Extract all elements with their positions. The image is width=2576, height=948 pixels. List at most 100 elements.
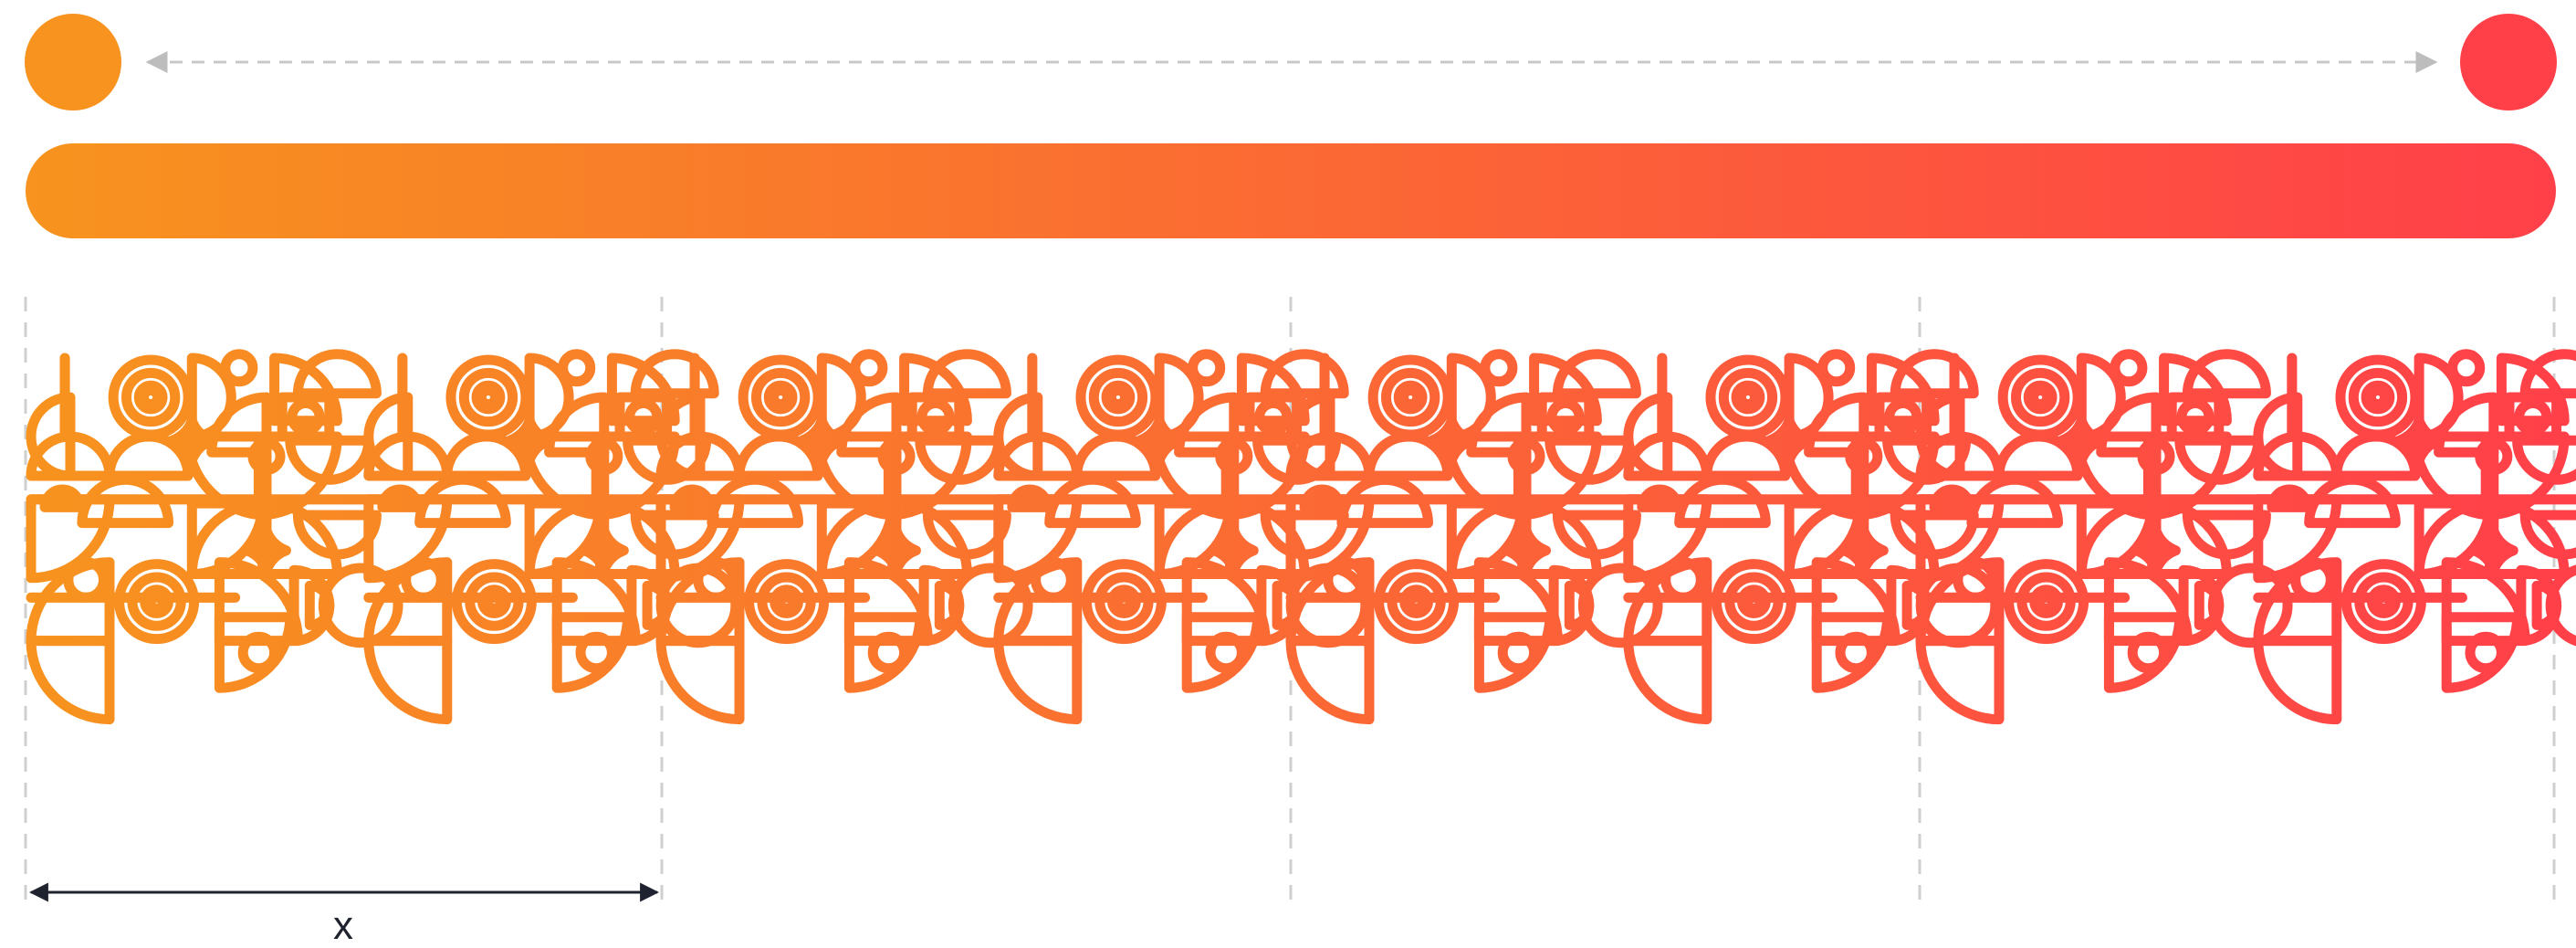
pattern-target-inner bbox=[2361, 380, 2395, 415]
pattern-small-circle bbox=[2465, 631, 2507, 674]
start-color-swatch bbox=[25, 14, 121, 111]
pattern-circle bbox=[2545, 564, 2576, 647]
pattern-small-circle bbox=[220, 349, 258, 387]
pattern-target-dot bbox=[772, 389, 790, 406]
pattern-quarter-circle bbox=[2488, 498, 2570, 579]
pattern-half-circle bbox=[734, 431, 823, 481]
pattern-half-circle bbox=[915, 435, 1004, 485]
pattern-quarter-circle bbox=[269, 353, 342, 427]
pattern-target-middle bbox=[2010, 367, 2070, 427]
pattern-small-circle bbox=[2127, 631, 2170, 674]
pattern-target-inner bbox=[471, 380, 506, 415]
pattern-half-circle bbox=[934, 580, 965, 630]
pattern-quarter-circle bbox=[993, 636, 1083, 725]
pattern-quarter-circle bbox=[1915, 494, 2005, 584]
pattern-quarter-circle bbox=[1811, 612, 1893, 693]
pattern-half-circle bbox=[922, 349, 1011, 399]
pattern-half-circle bbox=[1552, 510, 1641, 560]
pattern-half-circle bbox=[1552, 349, 1641, 399]
pattern-small-circle bbox=[1254, 397, 1293, 437]
pattern-half-circle bbox=[1890, 349, 1979, 399]
pattern-quarter-circle bbox=[261, 498, 342, 579]
pattern-quarter-circle bbox=[1285, 636, 1375, 725]
pattern-quarter-circle bbox=[2159, 353, 2232, 427]
pattern-circle bbox=[948, 563, 1033, 648]
pattern-half-circle bbox=[1044, 474, 1141, 529]
end-color-swatch bbox=[2460, 14, 2557, 111]
pattern-target-inner bbox=[1101, 380, 1136, 415]
pattern-half-circle bbox=[2531, 580, 2562, 630]
pattern-quarter-circle bbox=[363, 494, 453, 584]
pattern-target-dot bbox=[1740, 389, 1756, 406]
pattern-small-circle bbox=[624, 397, 663, 437]
pattern-target-middle bbox=[458, 367, 518, 427]
pattern-small-circle bbox=[237, 631, 280, 674]
pattern-star bbox=[167, 416, 217, 466]
pattern-small-circle bbox=[2110, 349, 2148, 387]
pattern-half-circle bbox=[1994, 431, 2083, 481]
pattern-half-circle bbox=[1072, 431, 1161, 481]
pattern-target-dot bbox=[1402, 389, 1419, 406]
pattern-target-middle bbox=[2348, 367, 2408, 427]
pattern-half-circle bbox=[1260, 510, 1349, 560]
pattern-half-circle bbox=[630, 510, 719, 560]
pattern-quarter-circle bbox=[891, 498, 972, 579]
pattern-star bbox=[1135, 416, 1185, 466]
pattern-target-dot bbox=[142, 389, 160, 406]
pattern-quarter-circle bbox=[1473, 612, 1555, 693]
pattern-target-middle bbox=[750, 367, 811, 427]
pattern-star bbox=[1764, 416, 1815, 466]
pattern-half-circle bbox=[2182, 510, 2271, 560]
pattern-small-circle bbox=[1546, 397, 1585, 437]
pattern-target-inner bbox=[1393, 380, 1428, 415]
pattern-half-circle bbox=[1545, 435, 1634, 485]
pattern-half-circle bbox=[1564, 580, 1595, 630]
pattern-small-circle bbox=[2475, 437, 2513, 476]
pattern-quarter-circle bbox=[1623, 636, 1712, 725]
pattern-star bbox=[1838, 525, 1889, 575]
pattern-small-circle bbox=[2176, 397, 2215, 437]
pattern-circle bbox=[1577, 563, 1663, 648]
pattern-quarter-circle bbox=[899, 353, 972, 427]
pattern-half-circle bbox=[1260, 349, 1349, 399]
pattern-star bbox=[242, 525, 291, 575]
pattern-quarter-circle bbox=[1181, 612, 1263, 693]
pattern-circle bbox=[318, 563, 403, 648]
pattern-half-circle bbox=[2512, 435, 2576, 485]
pattern-star bbox=[2131, 525, 2181, 575]
pattern-small-circle bbox=[1507, 437, 1545, 476]
pattern-small-circle bbox=[575, 631, 617, 674]
pattern-small-circle bbox=[1205, 631, 1247, 674]
pattern-quarter-circle bbox=[363, 636, 453, 725]
pattern-half-circle bbox=[1364, 431, 1453, 481]
pattern-small-circle bbox=[558, 349, 596, 387]
pattern-star bbox=[579, 525, 629, 575]
pattern-target-dot bbox=[1110, 389, 1126, 406]
pattern-small-circle bbox=[867, 631, 910, 674]
pattern-small-circle bbox=[1817, 349, 1856, 387]
pattern-quarter-circle bbox=[551, 612, 634, 693]
pattern-half-circle bbox=[77, 474, 173, 529]
pattern-half-circle bbox=[707, 474, 803, 529]
pattern-circle bbox=[2207, 563, 2293, 648]
pattern-quarter-circle bbox=[1915, 636, 2005, 725]
pattern-small-circle bbox=[2137, 437, 2175, 476]
pattern-half-circle bbox=[630, 349, 719, 399]
pattern-quarter-circle bbox=[2103, 612, 2185, 693]
pattern-star bbox=[2468, 525, 2518, 575]
pattern-half-circle bbox=[2519, 349, 2576, 399]
pattern-star bbox=[872, 525, 921, 575]
pattern-target-inner bbox=[1731, 380, 1765, 415]
pattern-half-circle bbox=[414, 474, 511, 529]
pattern-half-circle bbox=[2182, 349, 2271, 399]
pattern-half-circle bbox=[1702, 431, 1791, 481]
pattern-quarter-circle bbox=[214, 612, 296, 693]
pattern-target-dot bbox=[2032, 389, 2049, 406]
pattern-quarter-circle bbox=[993, 494, 1083, 584]
pattern-small-circle bbox=[585, 437, 623, 476]
pattern-quarter-circle bbox=[26, 636, 115, 725]
pattern-small-circle bbox=[850, 349, 888, 387]
pattern-small-circle bbox=[877, 437, 916, 476]
pattern-star bbox=[797, 416, 847, 466]
